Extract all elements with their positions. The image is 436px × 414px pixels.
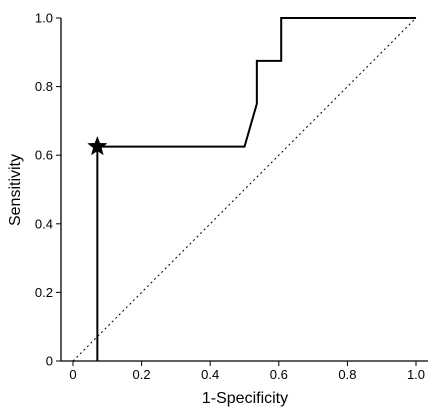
y-axis-title: Sensitivity [7, 154, 24, 226]
optimal-cutoff-star-marker [87, 135, 108, 156]
x-tick-label: 0.8 [338, 367, 356, 382]
x-tick-label: 0.2 [133, 367, 151, 382]
y-tick-label: 0.8 [35, 79, 53, 94]
x-tick-label: 1.0 [407, 367, 425, 382]
x-tick-label: 0 [69, 367, 76, 382]
x-axis-title: 1-Specificity [202, 390, 288, 407]
axes [60, 18, 428, 362]
reference-diagonal-line [72, 17, 417, 362]
y-tick-label: 0.2 [35, 285, 53, 300]
roc-curve-line [96, 17, 416, 361]
reference-diagonal-layer [72, 17, 417, 362]
x-ticks: 0 0.2 0.4 0.6 0.8 1.0 [69, 361, 425, 382]
y-tick-label: 1.0 [35, 11, 53, 26]
x-tick-label: 0.6 [270, 367, 288, 382]
y-tick-label: 0.6 [35, 148, 53, 163]
x-tick-label: 0.4 [201, 367, 219, 382]
y-ticks: 0 0.2 0.4 0.6 0.8 1.0 [35, 11, 61, 369]
roc-curve-layer [96, 17, 416, 361]
y-tick-label: 0 [46, 354, 53, 369]
y-tick-label: 0.4 [35, 216, 53, 231]
markers [87, 135, 108, 156]
